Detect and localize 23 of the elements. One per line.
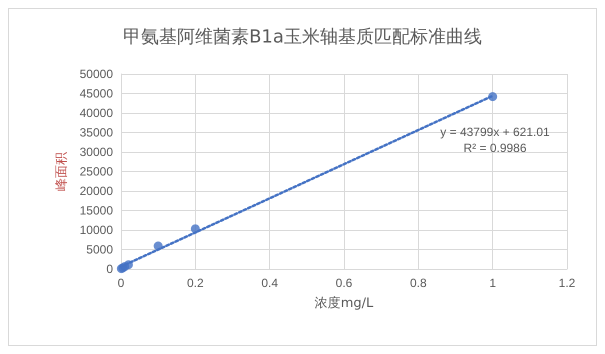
y-tick-label: 45000 (80, 86, 114, 100)
y-tick-label: 20000 (80, 184, 114, 198)
x-tick-label: 1 (489, 276, 496, 290)
annotation: y = 43799x + 621.01 (440, 125, 550, 139)
y-tick-label: 40000 (80, 106, 114, 120)
x-tick-label: 0.2 (186, 276, 204, 290)
y-tick-label: 50000 (80, 67, 114, 81)
annotation: R² = 0.9986 (463, 141, 527, 155)
y-tick-label: 30000 (80, 145, 114, 159)
y-tick-label: 10000 (80, 223, 114, 237)
x-tick-label: 0 (118, 276, 125, 290)
y-tick-label: 35000 (80, 126, 114, 140)
y-tick-label: 0 (106, 262, 114, 276)
y-tick-label: 5000 (86, 242, 114, 256)
y-axis-title: 峰面积 (54, 152, 70, 191)
x-tick-label: 0.4 (261, 276, 278, 290)
x-axis-title: 浓度mg/L (314, 295, 374, 311)
y-tick-label: 25000 (80, 164, 114, 178)
x-tick-label: 1.2 (558, 276, 576, 290)
x-tick-label: 0.8 (410, 276, 427, 290)
y-tick-label: 15000 (80, 204, 114, 218)
chart-title: 甲氨基阿维菌素B1a玉米轴基质匹配标准曲线 (123, 26, 482, 48)
x-tick-label: 0.6 (336, 276, 353, 290)
